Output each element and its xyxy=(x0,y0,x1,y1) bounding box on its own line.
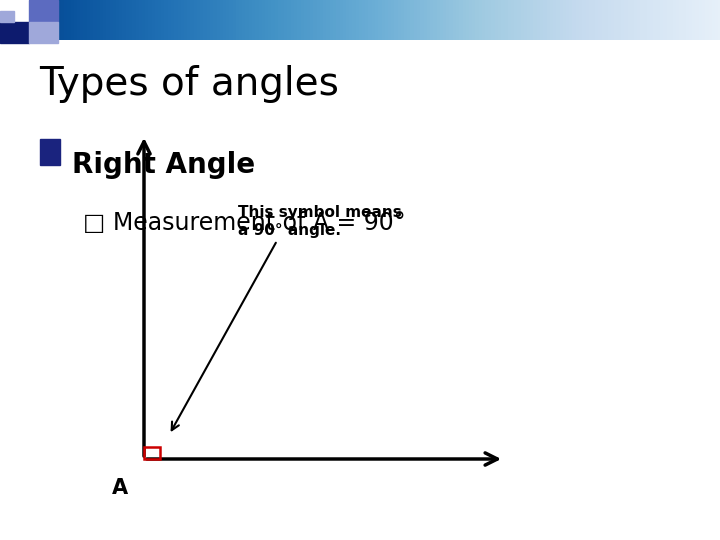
Bar xyxy=(144,447,160,459)
Bar xyxy=(0,11,14,22)
Text: Right Angle: Right Angle xyxy=(72,151,255,179)
Bar xyxy=(40,139,60,165)
Bar xyxy=(29,0,58,22)
Bar xyxy=(0,22,29,43)
Text: A: A xyxy=(112,478,127,498)
Text: Types of angles: Types of angles xyxy=(40,65,339,103)
Bar xyxy=(29,22,58,43)
Text: □ Measurement of A = 90°: □ Measurement of A = 90° xyxy=(83,211,405,234)
Text: This symbol means
a 90° angle.: This symbol means a 90° angle. xyxy=(238,205,401,238)
